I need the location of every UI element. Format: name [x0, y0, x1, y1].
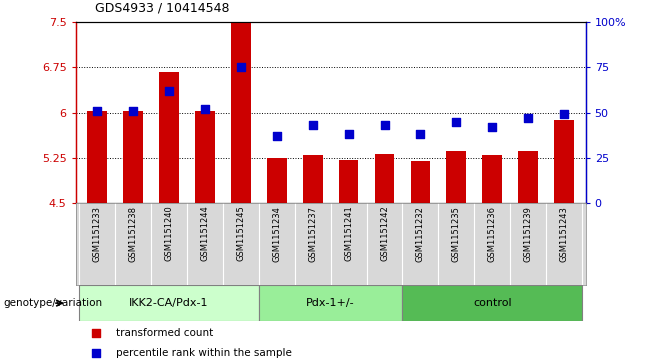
Text: GSM1151234: GSM1151234	[272, 206, 281, 262]
Bar	[303, 155, 322, 203]
Text: GDS4933 / 10414548: GDS4933 / 10414548	[95, 1, 230, 15]
Bar	[79, 285, 259, 321]
Point	[379, 122, 390, 128]
Text: GSM1151236: GSM1151236	[488, 206, 497, 262]
Bar	[231, 23, 251, 203]
Bar	[88, 111, 107, 203]
Text: genotype/variation: genotype/variation	[3, 298, 103, 308]
Bar	[195, 111, 215, 203]
Point	[91, 350, 101, 355]
Bar	[339, 160, 359, 203]
Point	[451, 119, 462, 125]
Text: GSM1151239: GSM1151239	[524, 206, 533, 262]
Text: Pdx-1+/-: Pdx-1+/-	[307, 298, 355, 308]
Text: control: control	[473, 298, 511, 308]
Bar	[267, 158, 287, 203]
Bar	[403, 285, 582, 321]
Text: GSM1151233: GSM1151233	[93, 206, 102, 262]
Text: percentile rank within the sample: percentile rank within the sample	[116, 347, 292, 358]
Bar	[123, 111, 143, 203]
Point	[128, 108, 138, 114]
Point	[236, 64, 246, 70]
Point	[343, 131, 354, 137]
Bar	[159, 72, 179, 203]
Text: GSM1151242: GSM1151242	[380, 206, 389, 261]
Text: GSM1151241: GSM1151241	[344, 206, 353, 261]
Text: IKK2-CA/Pdx-1: IKK2-CA/Pdx-1	[129, 298, 209, 308]
Bar	[447, 151, 467, 203]
Text: GSM1151245: GSM1151245	[236, 206, 245, 261]
Point	[559, 111, 569, 117]
Point	[164, 88, 174, 94]
Text: GSM1151244: GSM1151244	[201, 206, 209, 261]
Bar	[554, 121, 574, 203]
Bar	[374, 154, 394, 203]
Point	[199, 106, 210, 112]
Point	[272, 133, 282, 139]
Text: transformed count: transformed count	[116, 328, 214, 338]
Text: GSM1151232: GSM1151232	[416, 206, 425, 262]
Point	[307, 122, 318, 128]
Bar	[519, 151, 538, 203]
Bar	[259, 285, 403, 321]
Text: GSM1151237: GSM1151237	[308, 206, 317, 262]
Text: GSM1151243: GSM1151243	[559, 206, 569, 262]
Point	[523, 115, 534, 121]
Text: GSM1151235: GSM1151235	[452, 206, 461, 262]
Point	[91, 330, 101, 336]
Point	[415, 131, 426, 137]
Bar	[482, 155, 502, 203]
Point	[92, 108, 103, 114]
Text: GSM1151238: GSM1151238	[128, 206, 138, 262]
Bar	[411, 161, 430, 203]
Point	[487, 124, 497, 130]
Text: GSM1151240: GSM1151240	[164, 206, 174, 261]
